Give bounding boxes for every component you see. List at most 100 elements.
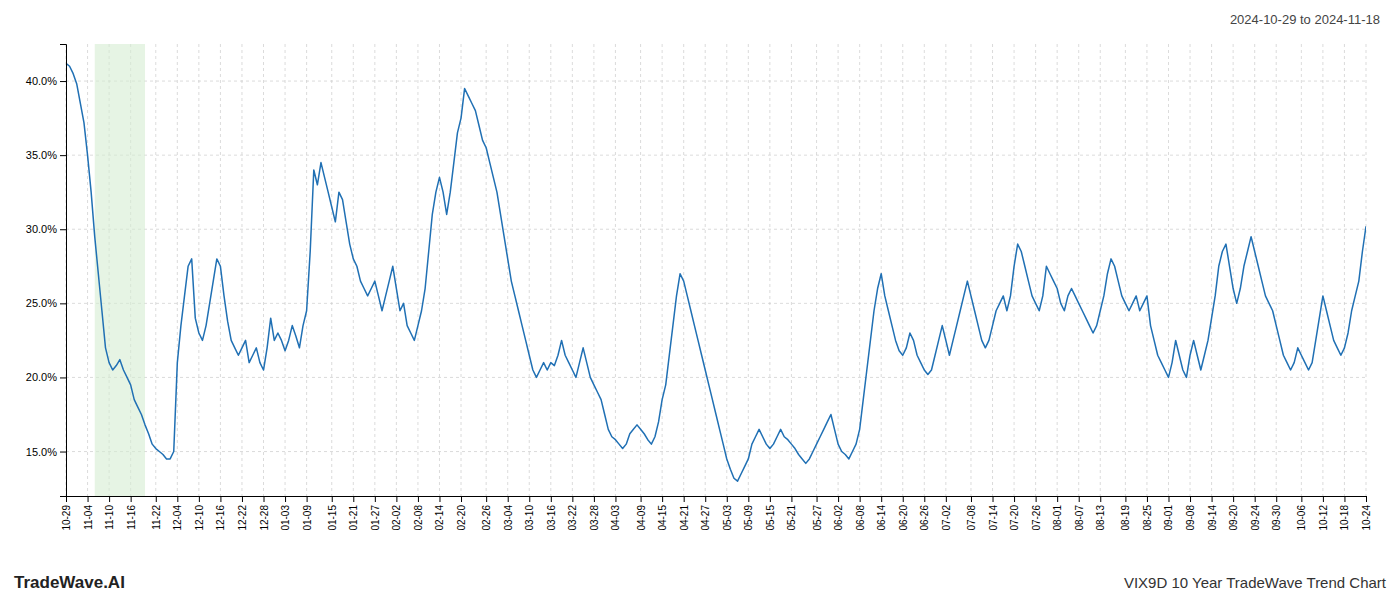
tick-mark xyxy=(1100,496,1101,502)
grid-line xyxy=(241,44,242,496)
tick-label: 03-22 xyxy=(567,505,578,531)
grid-line xyxy=(198,44,199,496)
tick-label: 09-01 xyxy=(1163,505,1174,531)
tick: 05-27 xyxy=(812,496,823,531)
tick: 07-02 xyxy=(941,496,952,531)
grid-line xyxy=(396,44,397,496)
grid-line xyxy=(66,451,1366,452)
tick-mark xyxy=(60,155,66,156)
tick-mark xyxy=(971,496,972,502)
tick-label: 07-26 xyxy=(1031,505,1042,531)
shaded-region xyxy=(95,44,145,496)
tick-label: 06-14 xyxy=(876,505,887,531)
tick-mark xyxy=(881,496,882,502)
grid-line xyxy=(593,44,594,496)
grid-line xyxy=(769,44,770,496)
grid-line xyxy=(66,81,1366,82)
tick: 30.0% xyxy=(26,223,66,235)
grid-line xyxy=(970,44,971,496)
tick-mark xyxy=(418,496,419,502)
tick-label: 25.0% xyxy=(26,297,57,309)
tick-mark xyxy=(131,496,132,502)
tick-mark xyxy=(1233,496,1234,502)
tick-mark xyxy=(1036,496,1037,502)
tick: 06-14 xyxy=(876,496,887,531)
grid-line xyxy=(881,44,882,496)
tick: 07-20 xyxy=(1009,496,1020,531)
tick-label: 05-21 xyxy=(786,505,797,531)
tick-label: 12-28 xyxy=(259,505,270,531)
tick-mark xyxy=(88,496,89,502)
tick: 12-10 xyxy=(194,496,205,531)
tick-label: 02-02 xyxy=(391,505,402,531)
tick: 40.0% xyxy=(26,75,66,87)
tick-label: 07-08 xyxy=(966,505,977,531)
tick-mark xyxy=(60,303,66,304)
tick-label: 01-09 xyxy=(302,505,313,531)
tick-label: 09-08 xyxy=(1185,505,1196,531)
tick: 12-04 xyxy=(172,496,183,531)
grid-line xyxy=(1100,44,1101,496)
tick: 06-08 xyxy=(855,496,866,531)
tick-mark xyxy=(109,496,110,502)
chart: 10-2911-0411-1011-1611-2212-0412-1012-16… xyxy=(0,0,1400,600)
grid-line xyxy=(66,155,1366,156)
tick-mark xyxy=(662,496,663,502)
tick-label: 07-20 xyxy=(1009,505,1020,531)
tick-label: 05-09 xyxy=(743,505,754,531)
tick: 10-12 xyxy=(1318,496,1329,531)
tick-label: 02-08 xyxy=(413,505,424,531)
tick-mark xyxy=(353,496,354,502)
tick-label: 05-27 xyxy=(812,505,823,531)
tick: 08-25 xyxy=(1142,496,1153,531)
tick-mark xyxy=(1366,496,1367,502)
grid-line xyxy=(1233,44,1234,496)
tick-mark xyxy=(486,496,487,502)
tick-mark xyxy=(641,496,642,502)
grid-line xyxy=(662,44,663,496)
tick-label: 07-02 xyxy=(941,505,952,531)
tick-mark xyxy=(705,496,706,502)
tick-mark xyxy=(156,496,157,502)
tick-mark xyxy=(946,496,947,502)
tick: 03-28 xyxy=(589,496,600,531)
tick-mark xyxy=(572,496,573,502)
grid-line xyxy=(155,44,156,496)
tick: 06-26 xyxy=(919,496,930,531)
tick-mark xyxy=(860,496,861,502)
grid-line xyxy=(726,44,727,496)
tick: 01-21 xyxy=(348,496,359,531)
annotation: TradeWave.AI xyxy=(14,573,125,592)
tick-label: 03-10 xyxy=(524,505,535,531)
tick: 35.0% xyxy=(26,149,66,161)
tick: 09-08 xyxy=(1185,496,1196,531)
tick-mark xyxy=(220,496,221,502)
tick-label: 01-03 xyxy=(280,505,291,531)
tick: 15.0% xyxy=(26,446,66,458)
tick-label: 02-20 xyxy=(456,505,467,531)
tick-mark xyxy=(770,496,771,502)
tick: 08-19 xyxy=(1120,496,1131,531)
tick-label: 08-13 xyxy=(1095,505,1106,531)
grid-line xyxy=(683,44,684,496)
tick-mark xyxy=(924,496,925,502)
tick-label: 10-06 xyxy=(1296,505,1307,531)
tick-mark xyxy=(993,496,994,502)
grid-line xyxy=(417,44,418,496)
tick-mark xyxy=(615,496,616,502)
grid-line xyxy=(285,44,286,496)
grid-line xyxy=(902,44,903,496)
grid-line xyxy=(1035,44,1036,496)
tick-mark xyxy=(1057,496,1058,502)
tick-label: 04-09 xyxy=(636,505,647,531)
grid-line xyxy=(507,44,508,496)
grid-line xyxy=(838,44,839,496)
tick-mark xyxy=(1301,496,1302,502)
tick-mark xyxy=(375,496,376,502)
grid-line xyxy=(306,44,307,496)
tick-mark xyxy=(60,452,66,453)
x-axis: 10-2911-0411-1011-1611-2212-0412-1012-16… xyxy=(61,496,1372,531)
tick-mark xyxy=(60,81,66,82)
tick-label: 03-28 xyxy=(589,505,600,531)
grid-line xyxy=(1276,44,1277,496)
